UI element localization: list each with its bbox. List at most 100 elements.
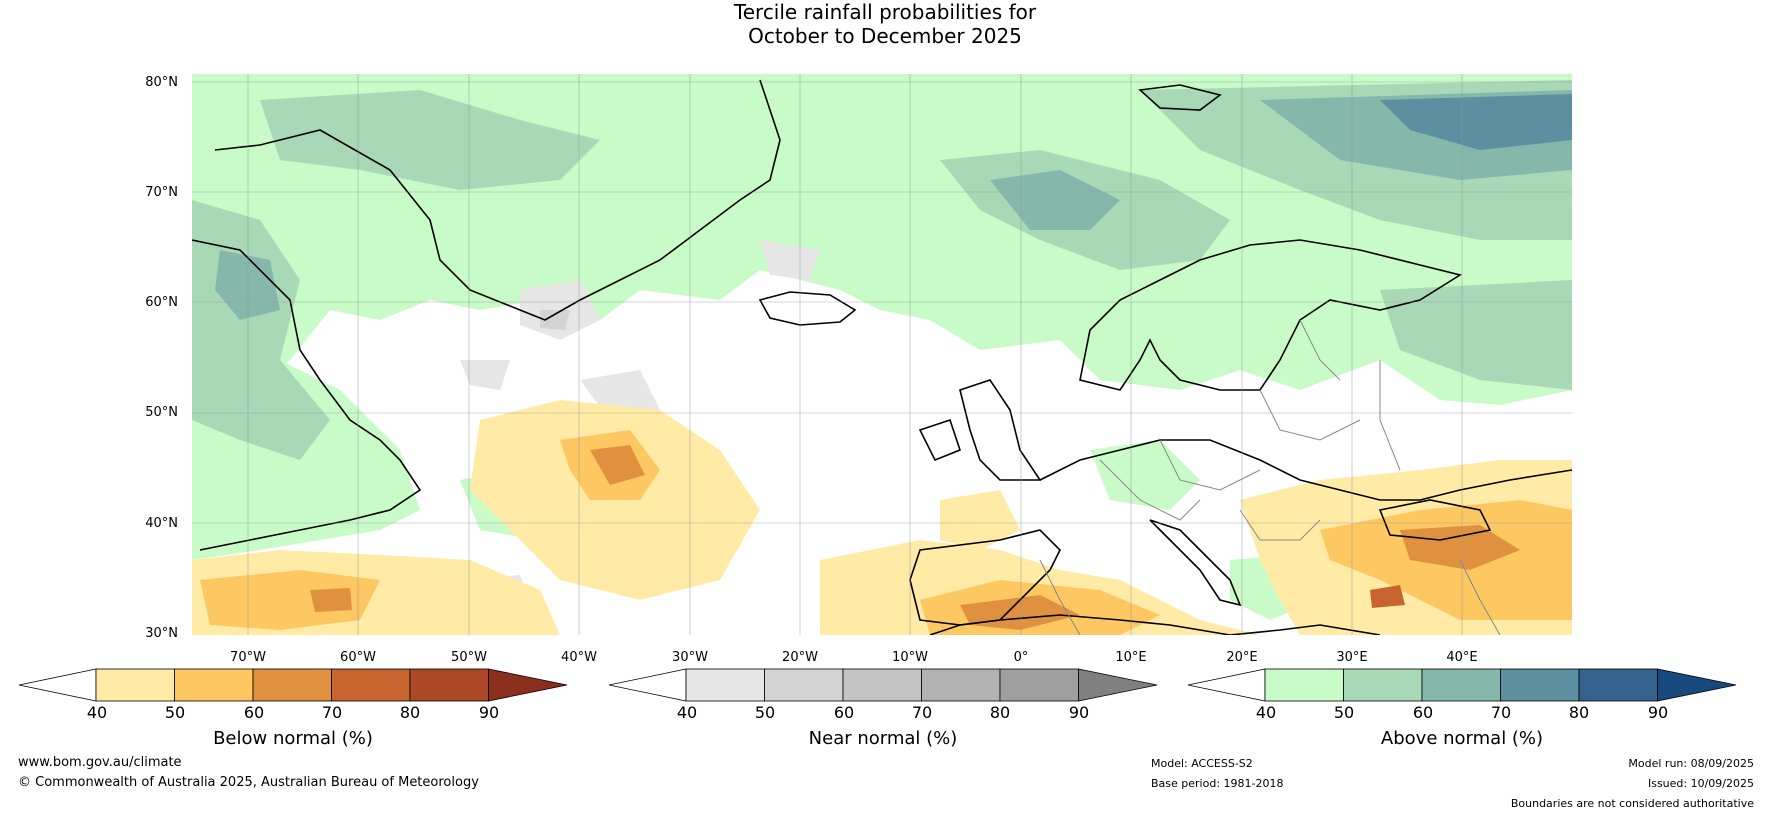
grey-patch-2 — [580, 370, 660, 420]
north-africa-coast — [929, 614, 1381, 635]
below-tick-40: 40 — [86, 703, 108, 722]
lat-label-60n: 60°N — [145, 295, 178, 310]
below-tick-80: 80 — [399, 703, 421, 722]
norwegian-sea-dark-teal — [990, 170, 1120, 230]
anatolia-orange-4 — [1370, 585, 1405, 608]
near-tick-80: 80 — [989, 703, 1011, 722]
above-colorbar-segment — [1343, 668, 1423, 702]
lon-label-20w: 20°W — [782, 650, 818, 665]
lon-label-50w: 50°W — [451, 650, 487, 665]
azores-orange — [940, 490, 1020, 550]
near-colorbar-high-arrow — [1078, 668, 1158, 702]
lat-label-80n: 80°N — [145, 75, 178, 90]
colorbar-above-normal — [1187, 668, 1737, 702]
boundary-1 — [1099, 459, 1201, 521]
below-colorbar-segment — [174, 668, 254, 702]
model-run: Model run: 08/09/2025 — [1628, 757, 1754, 770]
lon-label-30w: 30°W — [672, 650, 708, 665]
labrador-coast — [192, 239, 422, 551]
grey-patch-4 — [460, 360, 510, 390]
above-tick-90: 90 — [1647, 703, 1669, 722]
arctic-blue — [1380, 94, 1572, 150]
near-tick-70: 70 — [911, 703, 933, 722]
lon-label-10e: 10°E — [1115, 650, 1147, 665]
below-colorbar-segment — [95, 668, 175, 702]
below-tick-50: 50 — [164, 703, 186, 722]
boundary-8 — [1039, 559, 1081, 635]
mid-atlantic-orange-3 — [590, 445, 645, 485]
black-sea-coast — [1378, 499, 1492, 541]
boundary-2 — [1159, 439, 1261, 491]
russia-mid-teal — [1380, 280, 1572, 390]
labrador-dark-teal — [215, 250, 280, 320]
near-colorbar-low-arrow — [608, 668, 687, 702]
country-boundaries — [1039, 319, 1501, 635]
above-colorbar-segment — [1421, 668, 1501, 702]
below-tick-90: 90 — [478, 703, 500, 722]
boundaries-disclaimer: Boundaries are not considered authoritat… — [1510, 797, 1754, 810]
lon-label-40w: 40°W — [561, 650, 597, 665]
issued-date: Issued: 10/09/2025 — [1647, 777, 1754, 790]
colorbar-near-normal — [608, 668, 1158, 702]
near-colorbar-segment — [685, 668, 765, 702]
lon-label-70w: 70°W — [230, 650, 266, 665]
iceland-coast — [758, 291, 857, 326]
below-colorbar-segment — [252, 668, 332, 702]
lat-label-50n: 50°N — [145, 405, 178, 420]
near-tick-40: 40 — [676, 703, 698, 722]
model-name: Model: ACCESS-S2 — [1151, 757, 1253, 770]
below-tick-60: 60 — [243, 703, 265, 722]
title-line-1: Tercile rainfall probabilities for — [733, 0, 1037, 24]
near-normal-label: Near normal (%) — [808, 728, 958, 749]
below-colorbar-low-arrow — [18, 668, 97, 702]
above-tick-60: 60 — [1412, 703, 1434, 722]
lat-label-30n: 30°N — [145, 626, 178, 641]
above-colorbar-segment — [1264, 668, 1344, 702]
below-colorbar-segment — [409, 668, 489, 702]
below-colorbar-segment — [331, 668, 411, 702]
west-atlantic-orange-2 — [200, 570, 380, 630]
boundary-6 — [1299, 319, 1341, 381]
below-tick-70: 70 — [321, 703, 343, 722]
above-colorbar-segment — [1500, 668, 1580, 702]
above-normal-regions — [192, 74, 1572, 620]
colorbar-below-normal — [18, 668, 568, 702]
below-colorbar-high-arrow — [488, 668, 568, 702]
lon-label-10w: 10°W — [892, 650, 928, 665]
colorbar-above-normal-svg — [1187, 668, 1737, 702]
above-tick-80: 80 — [1568, 703, 1590, 722]
below-normal-regions — [192, 400, 1572, 635]
near-colorbar-segment — [999, 668, 1079, 702]
near-colorbar-segment — [764, 668, 844, 702]
base-period: Base period: 1981-2018 — [1151, 777, 1284, 790]
map-title: Tercile rainfall probabilities for Octob… — [0, 0, 1770, 48]
central-europe-green-patch — [1090, 440, 1200, 510]
above-colorbar-high-arrow — [1657, 668, 1737, 702]
lat-label-40n: 40°N — [145, 516, 178, 531]
near-colorbar-segment — [842, 668, 922, 702]
colorbar-near-normal-svg — [608, 668, 1158, 702]
colorbar-below-normal-svg — [18, 668, 568, 702]
europe-coast — [1039, 439, 1572, 501]
svalbard-coast — [1138, 84, 1222, 111]
above-tick-70: 70 — [1490, 703, 1512, 722]
graticule — [192, 74, 1572, 635]
forecast-map — [192, 74, 1572, 635]
greenland-coast — [214, 79, 781, 321]
boundary-5 — [1379, 360, 1401, 471]
scandinavia-coast — [1079, 239, 1463, 391]
lon-label-0: 0° — [1013, 650, 1029, 665]
title-line-2: October to December 2025 — [748, 24, 1022, 48]
above-colorbar-low-arrow — [1187, 668, 1266, 702]
greenland-mid-teal — [260, 90, 600, 190]
coastlines — [192, 79, 1572, 635]
grey-patch-7 — [540, 310, 570, 330]
near-tick-90: 90 — [1068, 703, 1090, 722]
website-link[interactable]: www.bom.gov.au/climate — [18, 755, 182, 770]
lon-label-60w: 60°W — [340, 650, 376, 665]
lat-label-70n: 70°N — [145, 185, 178, 200]
lon-label-30e: 30°E — [1336, 650, 1368, 665]
above-tick-50: 50 — [1333, 703, 1355, 722]
near-tick-50: 50 — [754, 703, 776, 722]
lon-label-40e: 40°E — [1446, 650, 1478, 665]
